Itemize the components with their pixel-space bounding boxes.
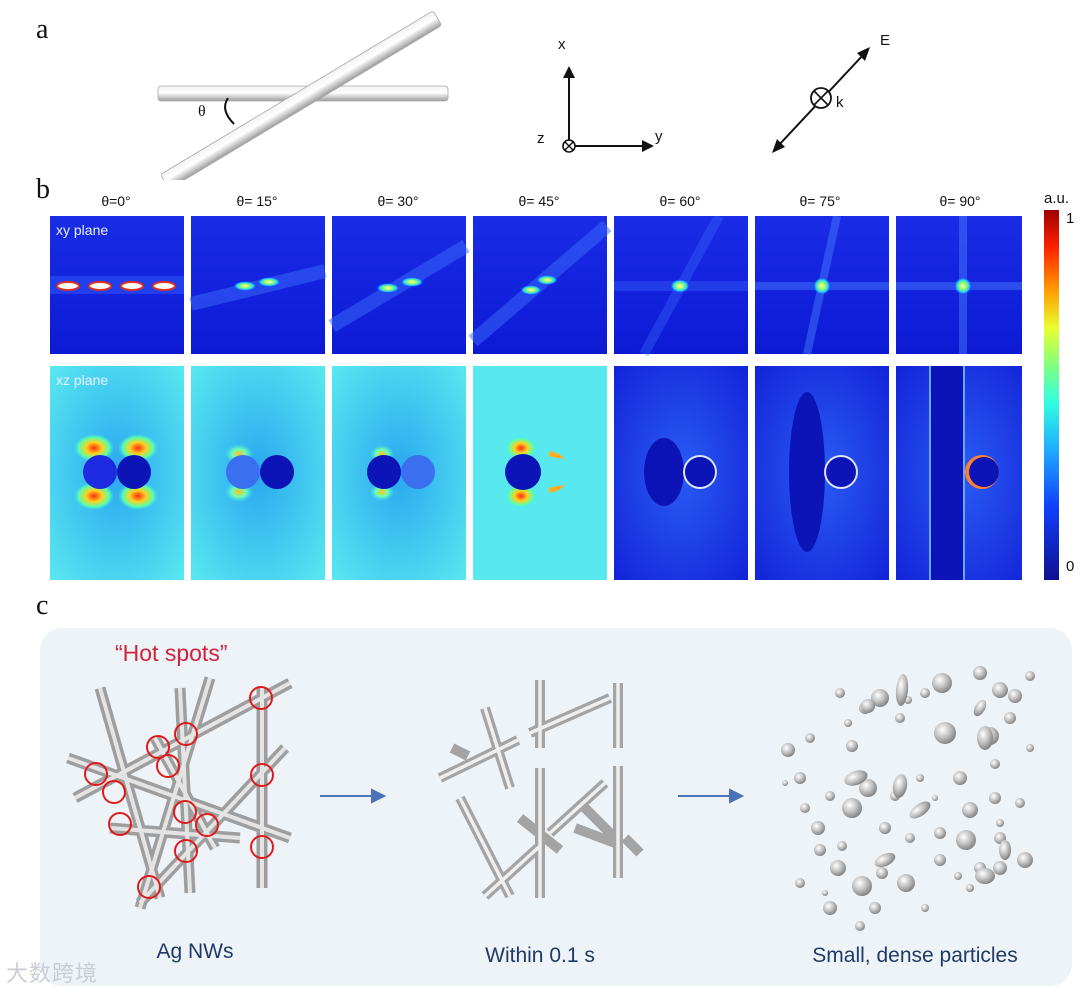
xy-plane-field-maps xyxy=(50,216,1022,356)
tilted-nanowire xyxy=(161,11,442,180)
watermark: 大数跨境 xyxy=(6,962,99,987)
xy-plane-label: xy plane xyxy=(56,222,109,238)
process-schematic xyxy=(66,666,1035,931)
panel-label-b: b xyxy=(36,174,50,205)
xz-map-theta-45 xyxy=(473,366,607,580)
hot-spots-label: “Hot spots” xyxy=(115,640,228,666)
polarization-diagram xyxy=(772,47,870,153)
xy-map-theta-0 xyxy=(50,216,184,354)
xy-map-theta-60 xyxy=(614,216,748,356)
hot-spot-circles xyxy=(84,686,274,899)
angle-arc xyxy=(224,97,235,125)
xz-map-theta-30 xyxy=(332,366,466,580)
xy-map-theta-30 xyxy=(328,216,470,354)
caption-ag-nws: Ag NWs xyxy=(156,940,234,963)
angle-header-60: θ= 60° xyxy=(659,193,701,209)
xz-plane-label: xz plane xyxy=(56,372,109,388)
angle-header-90: θ= 90° xyxy=(939,193,981,209)
xy-map-theta-90 xyxy=(896,216,1022,354)
angle-header-45: θ= 45° xyxy=(518,193,560,209)
k-vector-label: k xyxy=(836,94,844,111)
process-arrow-2 xyxy=(678,788,745,804)
colorbar-min: 0 xyxy=(1066,558,1075,575)
xz-plane-field-maps xyxy=(50,366,1022,580)
xz-map-theta-90 xyxy=(896,366,1022,580)
xy-map-theta-15 xyxy=(189,216,327,354)
xz-map-theta-60 xyxy=(614,366,748,580)
xz-map-theta-0 xyxy=(50,366,184,580)
colorbar-unit: a.u. xyxy=(1044,190,1070,207)
xz-map-theta-75 xyxy=(755,366,889,580)
xy-map-theta-75 xyxy=(755,216,889,355)
angle-header-0: θ=0° xyxy=(101,193,131,209)
angle-theta-label: θ xyxy=(198,103,206,120)
caption-within-time: Within 0.1 s xyxy=(485,944,595,967)
y-axis-label: y xyxy=(655,128,663,145)
angle-header-30: θ= 30° xyxy=(377,193,419,209)
z-axis-label: z xyxy=(537,130,545,147)
angle-header-75: θ= 75° xyxy=(799,193,841,209)
panel-label-a: a xyxy=(36,14,49,45)
xz-map-theta-15 xyxy=(191,366,325,580)
silver-particles xyxy=(781,666,1035,931)
xy-map-theta-45 xyxy=(468,216,612,354)
x-axis-label: x xyxy=(558,36,566,53)
e-field-label: E xyxy=(880,32,891,49)
silver-nanowire-network xyxy=(66,676,293,910)
angle-header-15: θ= 15° xyxy=(236,193,278,209)
caption-particles: Small, dense particles xyxy=(812,944,1018,967)
coordinate-axes xyxy=(562,66,654,153)
colorbar-max: 1 xyxy=(1066,210,1075,227)
panel-label-c: c xyxy=(36,590,49,621)
colorbar xyxy=(1044,210,1059,580)
process-arrow-1 xyxy=(320,788,387,804)
crossed-nanowires-diagram xyxy=(157,11,449,180)
